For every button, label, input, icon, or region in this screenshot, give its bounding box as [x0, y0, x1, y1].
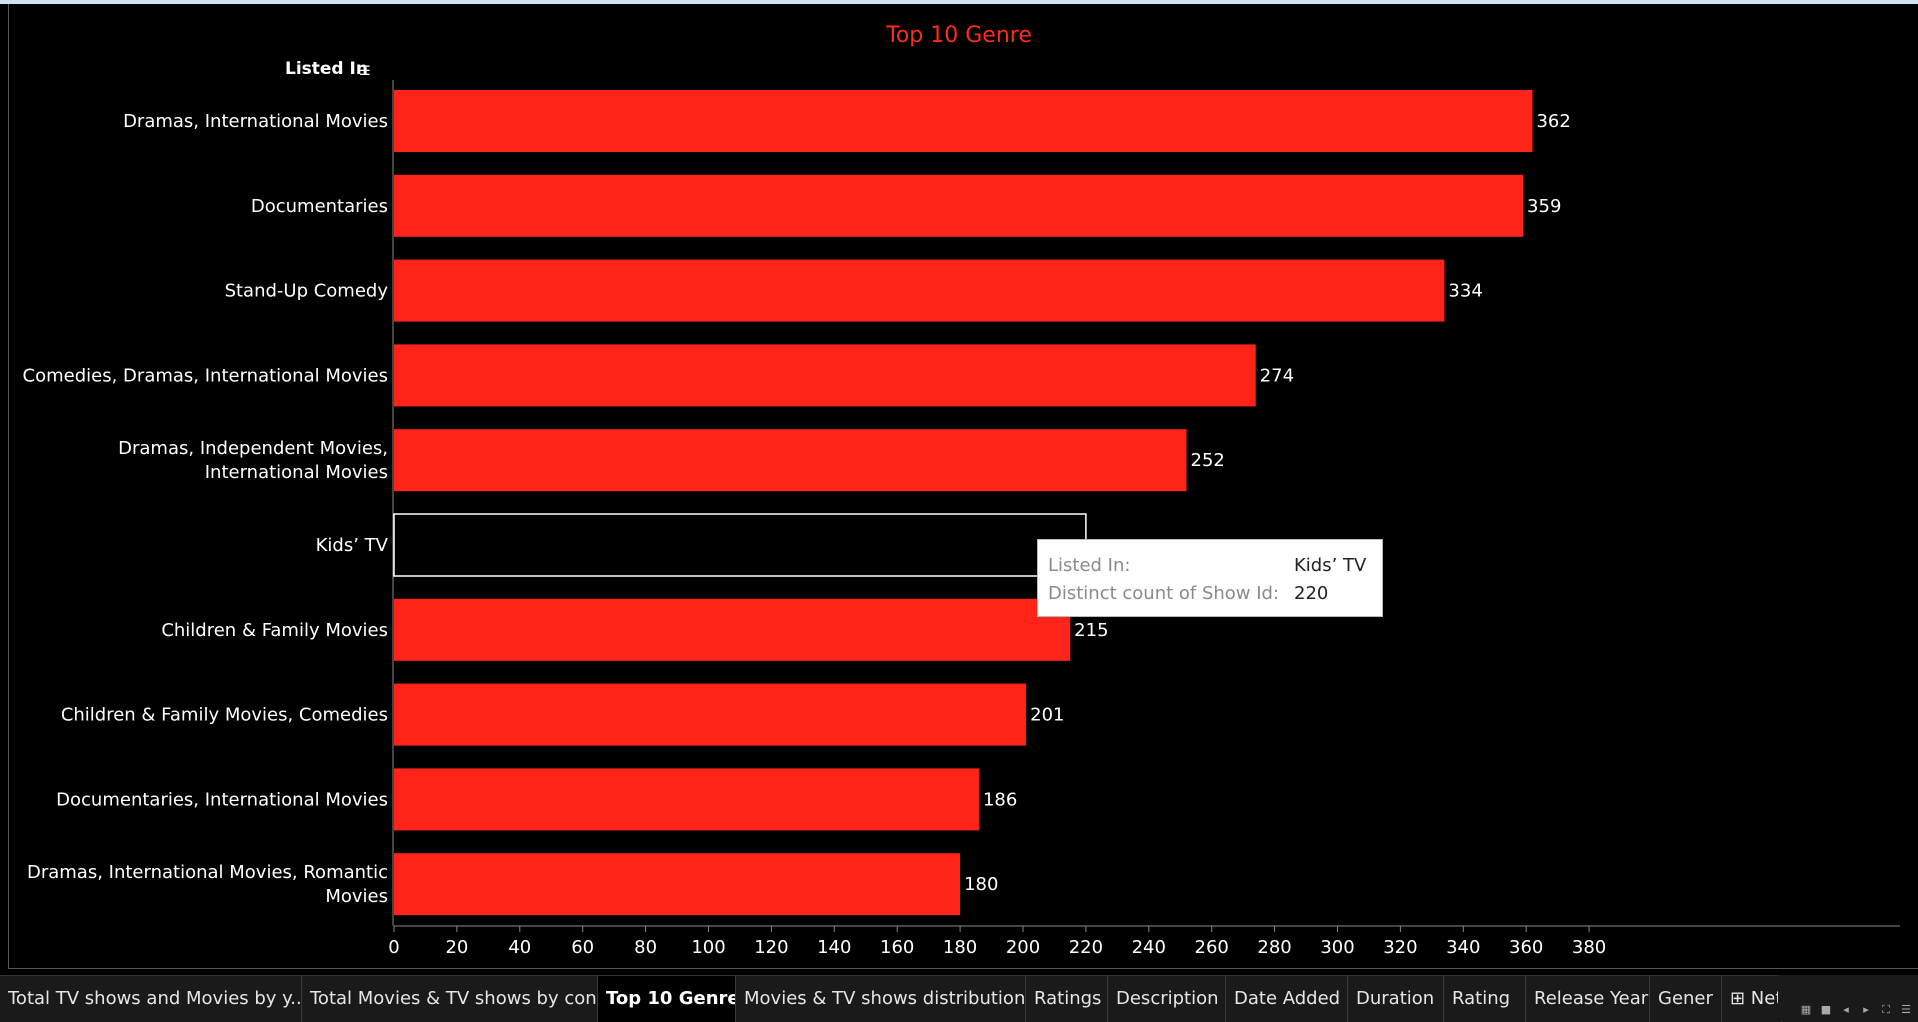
- tab-3[interactable]: Top 10 Genre: [598, 976, 736, 1022]
- x-tick-label: 0: [388, 937, 399, 958]
- category-label: Dramas, Independent Movies,: [118, 438, 388, 459]
- value-label: 201: [1030, 705, 1064, 726]
- tab-12[interactable]: ⊞ Net: [1722, 976, 1782, 1022]
- x-tick-label: 240: [1132, 937, 1166, 958]
- x-tick-label: 200: [1006, 937, 1040, 958]
- category-label: Movies: [325, 886, 388, 907]
- category-label: Comedies, Dramas, International Movies: [23, 365, 388, 386]
- bar: [394, 853, 961, 916]
- top-strip: [0, 0, 1918, 4]
- tooltip-value-listed-in: Kids’ TV: [1294, 555, 1367, 576]
- x-tick-label: 300: [1320, 937, 1354, 958]
- category-label: Dramas, International Movies, Romantic: [27, 862, 388, 883]
- x-tick-label: 160: [880, 937, 914, 958]
- chart-view: [8, 4, 1918, 969]
- category-label: Kids’ TV: [316, 535, 389, 556]
- scroll-right-icon[interactable]: ▸: [1863, 1003, 1869, 1016]
- value-label: 215: [1074, 620, 1108, 641]
- sheet-menu-icon[interactable]: ☰: [1901, 1003, 1911, 1016]
- x-tick-label: 320: [1383, 937, 1417, 958]
- bar: [394, 683, 1027, 746]
- x-tick-label: 220: [1069, 937, 1103, 958]
- bar: [394, 598, 1071, 661]
- tab-9[interactable]: Rating: [1444, 976, 1526, 1022]
- tab-4[interactable]: Movies & TV shows distribution: [736, 976, 1026, 1022]
- show-tabs-icon[interactable]: ■: [1820, 1003, 1832, 1016]
- x-tick-label: 180: [943, 937, 977, 958]
- x-tick-label: 80: [634, 937, 657, 958]
- fullscreen-icon[interactable]: ⛶: [1882, 1003, 1890, 1016]
- x-tick-label: 100: [691, 937, 725, 958]
- tab-11[interactable]: Gener: [1650, 976, 1722, 1022]
- x-tick-label: 60: [571, 937, 594, 958]
- category-label: International Movies: [205, 462, 388, 483]
- category-label: Documentaries: [251, 196, 388, 217]
- x-tick-label: 140: [817, 937, 851, 958]
- bar: [394, 90, 1533, 152]
- category-label: Stand-Up Comedy: [225, 281, 389, 302]
- tooltip-key-count: Distinct count of Show Id:: [1048, 583, 1280, 604]
- chart-title: Top 10 Genre: [885, 23, 1032, 48]
- x-tick-label: 380: [1572, 937, 1606, 958]
- value-label: 274: [1260, 365, 1294, 386]
- bar: [394, 768, 979, 831]
- sort-icon: ☰: [359, 64, 371, 79]
- bar-chart: Top 10 Genre Listed In☰ Dramas, Internatio…: [23, 23, 1900, 958]
- tooltip-key-listed-in: Listed In:: [1048, 555, 1131, 576]
- x-tick-label: 340: [1446, 937, 1480, 958]
- tab-10[interactable]: Release Year: [1526, 976, 1650, 1022]
- scroll-left-icon[interactable]: ◂: [1843, 1003, 1849, 1016]
- x-tick-label: 260: [1195, 937, 1229, 958]
- tooltip-value-count: 220: [1294, 583, 1329, 604]
- category-label: Children & Family Movies: [161, 620, 388, 641]
- tab-2[interactable]: Total Movies & TV shows by con...: [302, 976, 598, 1022]
- x-tick-label: 360: [1509, 937, 1543, 958]
- value-label: 359: [1527, 196, 1561, 217]
- category-label: Children & Family Movies, Comedies: [61, 705, 388, 726]
- value-label: 334: [1448, 281, 1482, 302]
- bar: [394, 344, 1256, 407]
- category-label: Dramas, International Movies: [123, 111, 388, 132]
- tab-1[interactable]: Total TV shows and Movies by y...: [0, 976, 302, 1022]
- tab-controls: ▦ ■ ◂ ▸ ⛶ ☰: [1778, 975, 1918, 1021]
- bar: [394, 429, 1187, 492]
- category-label: Documentaries, International Movies: [56, 789, 388, 810]
- value-label: 180: [964, 874, 998, 895]
- value-label: 252: [1191, 450, 1225, 471]
- tab-7[interactable]: Date Added: [1226, 976, 1348, 1022]
- tab-6[interactable]: Description: [1108, 976, 1226, 1022]
- value-label: 186: [983, 789, 1017, 810]
- x-tick-label: 20: [445, 937, 468, 958]
- tab-5[interactable]: Ratings: [1026, 976, 1108, 1022]
- row-axis-title: Listed In: [285, 59, 368, 79]
- sheet-tabs: Total TV shows and Movies by y... Total M…: [0, 975, 1918, 1022]
- bar: [394, 259, 1445, 322]
- x-tick-label: 40: [508, 937, 531, 958]
- x-tick-label: 120: [754, 937, 788, 958]
- tab-8[interactable]: Duration: [1348, 976, 1444, 1022]
- tooltip: Listed In: Kids’ TV Distinct count of Sho…: [1037, 539, 1383, 617]
- x-tick-label: 280: [1257, 937, 1291, 958]
- bar: [394, 174, 1524, 237]
- show-filmstrip-icon[interactable]: ▦: [1800, 1003, 1812, 1016]
- bar: [393, 513, 1087, 577]
- value-label: 362: [1536, 111, 1570, 132]
